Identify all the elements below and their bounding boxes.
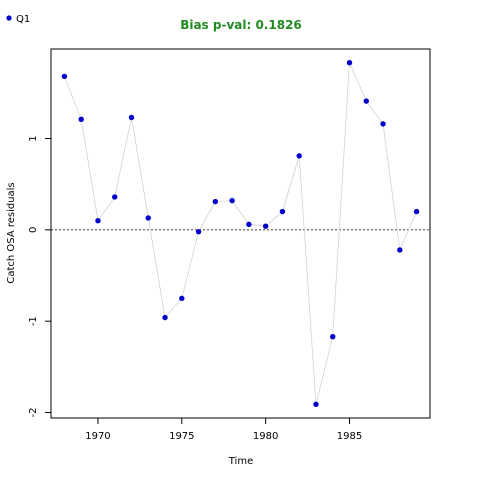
chart-title: Bias p-val: 0.1826 bbox=[180, 18, 302, 32]
x-tick-label: 1970 bbox=[85, 431, 110, 442]
x-axis: 1970 1975 1980 1985 bbox=[85, 418, 362, 442]
data-points bbox=[61, 60, 420, 407]
data-point bbox=[61, 73, 68, 80]
data-point bbox=[330, 334, 336, 340]
y-tick-label: -2 bbox=[28, 408, 39, 418]
data-point bbox=[296, 153, 302, 159]
legend-marker bbox=[6, 15, 12, 21]
data-point bbox=[95, 218, 101, 224]
legend-label: Q1 bbox=[16, 14, 30, 25]
data-point bbox=[195, 228, 202, 235]
data-point bbox=[413, 208, 420, 215]
y-axis: -2 -1 0 1 bbox=[28, 135, 51, 418]
x-tick-label: 1985 bbox=[337, 431, 362, 442]
data-point bbox=[380, 121, 386, 127]
data-point bbox=[128, 114, 135, 121]
data-point bbox=[346, 60, 353, 66]
data-point bbox=[229, 197, 235, 204]
data-point bbox=[112, 194, 118, 200]
data-point bbox=[397, 247, 403, 253]
y-tick-label: -1 bbox=[28, 316, 39, 326]
data-point bbox=[279, 208, 286, 215]
data-point bbox=[262, 223, 269, 229]
series-connector-line bbox=[64, 62, 417, 405]
data-point bbox=[246, 221, 252, 228]
x-axis-title: Time bbox=[228, 456, 253, 467]
y-tick-label: 1 bbox=[28, 135, 39, 141]
plot-frame bbox=[50, 48, 431, 419]
y-axis-title: Catch OSA residuals bbox=[6, 182, 17, 283]
data-point bbox=[212, 198, 219, 205]
x-tick-label: 1980 bbox=[253, 431, 278, 442]
data-point bbox=[313, 401, 319, 407]
legend: Q1 bbox=[6, 14, 30, 25]
data-point bbox=[162, 314, 168, 321]
data-point bbox=[363, 98, 369, 104]
data-point bbox=[179, 295, 185, 302]
data-point bbox=[78, 116, 84, 123]
data-point bbox=[145, 215, 151, 221]
y-tick-label: 0 bbox=[28, 227, 39, 233]
x-tick-label: 1975 bbox=[169, 431, 194, 442]
